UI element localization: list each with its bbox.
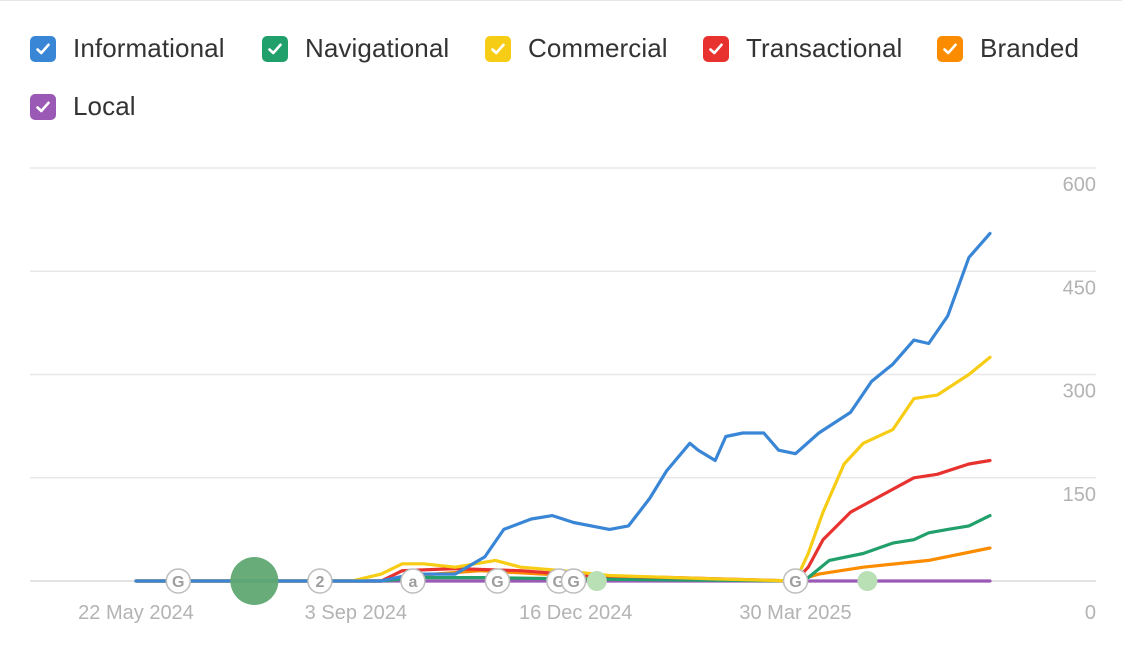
series-line-commercial [134,355,992,583]
legend-item-branded[interactable]: Branded [937,33,1079,64]
x-tick-label: 22 May 2024 [78,602,194,624]
x-tick-label: 3 Sep 2024 [305,602,407,624]
check-icon [943,43,957,54]
series-line-navigational [134,514,992,583]
annotation-marker-circle [400,568,426,594]
checkbox-transactional[interactable] [703,35,729,62]
legend-label: Commercial [528,33,668,63]
legend-label: Branded [980,33,1079,63]
legend-item-transactional[interactable]: Transactional [703,33,902,64]
series-lines [134,231,992,583]
legend-label: Local [73,91,136,121]
x-tick-label: 30 Mar 2025 [739,602,851,624]
series-line-informational [134,231,992,583]
y-tick-label: 150 [1063,484,1096,506]
y-tick-label: 450 [1063,277,1096,299]
check-icon [491,43,505,54]
annotation-marker-label: G [567,574,579,591]
y-tick-label: 0 [1085,602,1096,624]
legend-label: Informational [73,33,225,63]
legend-item-commercial[interactable]: Commercial [485,33,668,64]
checkbox-local[interactable] [30,93,56,120]
legend-label: Transactional [746,33,903,63]
checkbox-branded[interactable] [937,35,963,62]
checkbox-navigational[interactable] [262,35,288,62]
top-divider [0,0,1122,1]
annotation-marker-circle [307,568,333,594]
check-icon [36,43,50,54]
y-axis: 0 150 300 450 600 [1063,174,1096,624]
check-icon [268,43,282,54]
legend-item-informational[interactable]: Informational [30,33,225,64]
y-tick-label: 600 [1063,174,1096,196]
annotation-marker-circle [782,568,809,594]
x-axis: 22 May 2024 3 Sep 2024 16 Dec 2024 30 Mar 2… [78,602,851,624]
annotation-large-dot [230,557,279,605]
annotation-marker-circle [560,568,587,594]
annotation-small-dot [586,571,607,591]
annotation-small-dot [857,571,878,591]
check-icon [36,101,50,112]
checkbox-commercial[interactable] [485,35,511,62]
annotation-marker-circle [165,568,192,594]
annotation-marker-label: G [491,574,503,591]
annotation-marker-label: a [408,574,417,591]
legend-label: Navigational [305,33,450,63]
annotation-marker-label: G [172,574,184,591]
x-tick-label: 16 Dec 2024 [519,602,632,624]
checkbox-informational[interactable] [30,35,56,62]
annotation-marker-label: G [789,574,801,591]
chart-legend: Informational Navigational Commercial Tr… [0,0,1122,140]
legend-item-local[interactable]: Local [30,91,136,122]
legend-item-navigational[interactable]: Navigational [262,33,449,64]
annotation-marker-circle [484,568,511,594]
annotation-marker-label: 2 [315,574,324,591]
check-icon [709,43,723,54]
y-tick-label: 300 [1063,381,1096,403]
